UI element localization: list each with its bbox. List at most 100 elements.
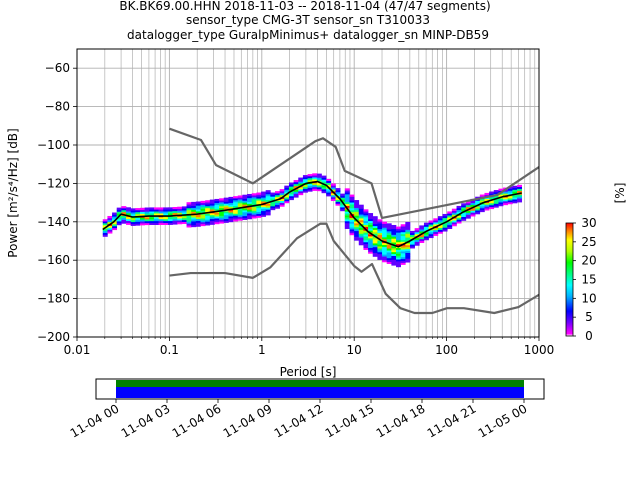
density-cell: [512, 187, 518, 190]
density-cell: [465, 212, 471, 215]
density-cell: [349, 196, 355, 199]
density-cell: [214, 204, 220, 207]
density-cell: [265, 207, 271, 210]
density-cell: [391, 236, 397, 239]
density-cell: [391, 246, 397, 249]
density-cell: [302, 175, 308, 178]
density-cell: [219, 200, 225, 203]
density-cell: [330, 194, 336, 198]
density-cell: [414, 230, 420, 233]
density-cell: [363, 222, 369, 225]
density-cell: [200, 223, 206, 227]
density-cell: [265, 199, 271, 202]
density-cell: [368, 236, 374, 239]
density-cell: [261, 191, 266, 194]
density-cell: [274, 200, 280, 203]
density-cell: [139, 213, 145, 216]
density-cell: [400, 253, 406, 256]
density-cell: [368, 218, 374, 222]
density-cell: [354, 225, 360, 228]
density-cell: [163, 218, 169, 222]
density-cell: [209, 209, 215, 212]
density-cell: [214, 202, 220, 205]
density-cell: [405, 239, 411, 242]
density-cell: [312, 173, 318, 176]
density-cell: [368, 224, 374, 227]
density-cell: [330, 198, 336, 202]
density-cell: [144, 219, 150, 222]
density-cell: [344, 226, 350, 229]
density-cell: [261, 193, 266, 196]
density-cell: [382, 244, 388, 247]
density-cell: [400, 245, 406, 248]
density-cell: [344, 213, 350, 216]
density-cell: [116, 217, 122, 220]
density-cell: [386, 232, 392, 236]
density-cell: [358, 220, 364, 223]
density-cell: [423, 236, 429, 239]
density-cell: [405, 225, 411, 228]
timeline-tick-label: 11-04 15: [323, 401, 377, 440]
density-cell: [400, 260, 406, 263]
density-cell: [363, 247, 369, 250]
density-cell: [251, 193, 257, 196]
density-cell: [428, 220, 434, 223]
density-cell: [223, 212, 229, 216]
density-cell: [409, 234, 415, 237]
density-cell: [344, 215, 350, 218]
density-cell: [400, 262, 406, 265]
density-cell: [177, 218, 183, 221]
density-cell: [205, 219, 211, 222]
timeline-tick-label: 11-04 03: [119, 401, 173, 440]
density-cell: [465, 202, 471, 206]
density-cell: [116, 211, 122, 214]
density-cell: [223, 207, 229, 210]
density-cell: [386, 248, 392, 251]
density-cell: [307, 179, 313, 183]
density-cell: [423, 234, 429, 237]
colorbar-tick-label: 30: [581, 216, 596, 230]
density-cell: [181, 210, 187, 213]
density-cell: [465, 204, 471, 208]
colorbar-gradient: [565, 222, 574, 337]
density-cell: [382, 225, 388, 228]
density-cell: [265, 211, 271, 214]
density-cell: [451, 222, 457, 225]
density-cell: [358, 216, 364, 219]
density-cell: [186, 221, 192, 224]
colorbar-tick-label: 10: [581, 291, 596, 305]
density-cell: [158, 211, 164, 214]
density-cell: [507, 192, 513, 195]
density-cell: [247, 203, 253, 206]
density-cell: [195, 207, 201, 210]
density-cell: [158, 217, 164, 220]
density-cell: [372, 225, 378, 229]
density-cell: [209, 213, 215, 216]
density-cell: [214, 200, 220, 204]
density-cell: [279, 191, 285, 194]
density-cell: [442, 219, 448, 222]
density-cell: [261, 210, 266, 213]
density-cell: [270, 204, 276, 207]
density-cell: [349, 219, 355, 222]
density-cell: [396, 226, 401, 229]
density-cell: [307, 174, 313, 177]
density-cell: [405, 243, 411, 246]
density-cell: [181, 206, 187, 209]
density-cell: [386, 259, 392, 263]
density-cell: [265, 190, 271, 193]
density-cell: [349, 194, 355, 197]
density-cell: [163, 220, 169, 224]
density-cell: [377, 240, 383, 243]
density-cell: [363, 245, 369, 249]
density-cell: [409, 244, 415, 247]
density-cell: [135, 213, 141, 217]
density-cell: [126, 207, 131, 210]
density-cell: [237, 203, 243, 206]
density-cell: [139, 217, 145, 220]
density-cell: [209, 214, 215, 218]
density-cell: [191, 209, 197, 212]
density-cell: [489, 206, 495, 210]
density-cell: [186, 209, 192, 213]
density-cell: [512, 191, 518, 194]
